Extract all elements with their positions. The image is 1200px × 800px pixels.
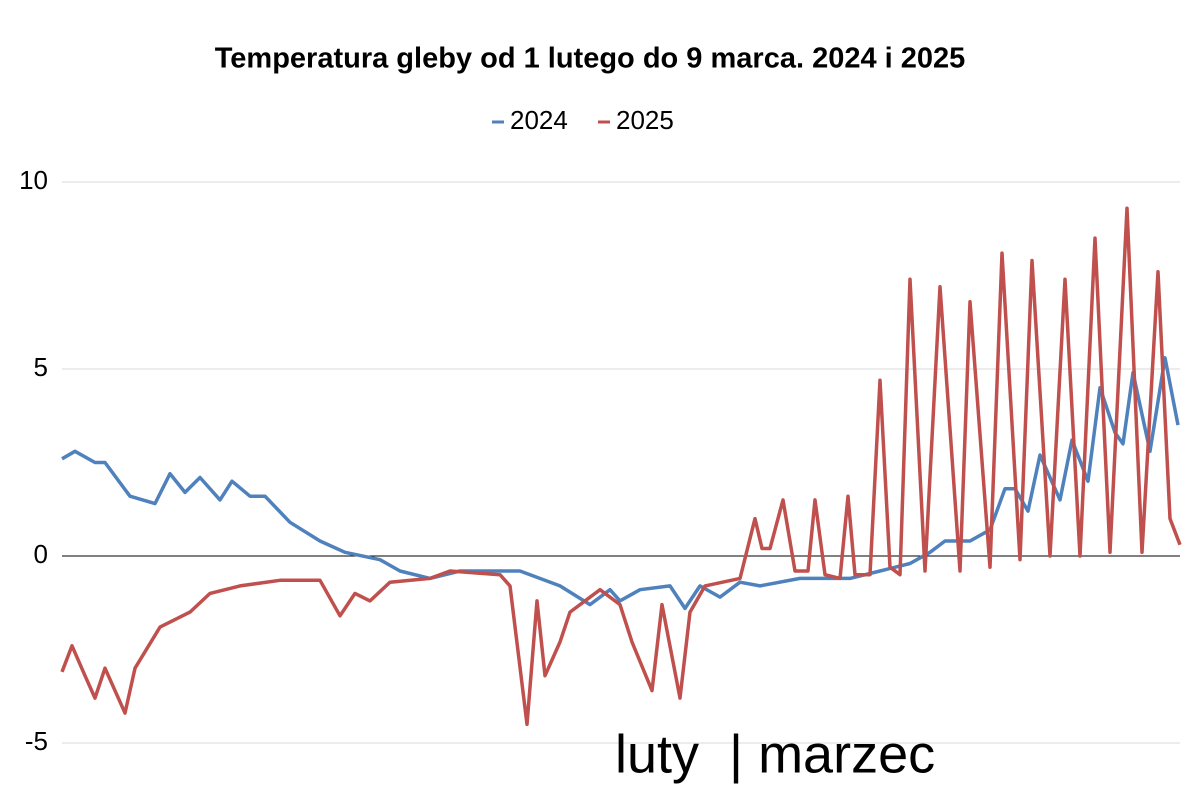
y-tick-label: 5 [34, 352, 48, 382]
annotation: luty | marzec [615, 724, 935, 784]
legend-label: 2025 [616, 105, 674, 135]
series-line [60, 206, 1182, 727]
y-tick-label: 10 [19, 165, 48, 195]
series-line [61, 356, 1180, 611]
legend-label: 2024 [510, 105, 568, 135]
legend: 2024 2025 [492, 105, 674, 135]
chart-title: Temperatura gleby od 1 lutego do 9 marca… [215, 43, 966, 75]
y-tick-label: 0 [34, 539, 48, 569]
grid: 10 5 0 -5 [19, 165, 1180, 756]
y-tick-label: -5 [25, 726, 48, 756]
plot [60, 206, 1182, 727]
